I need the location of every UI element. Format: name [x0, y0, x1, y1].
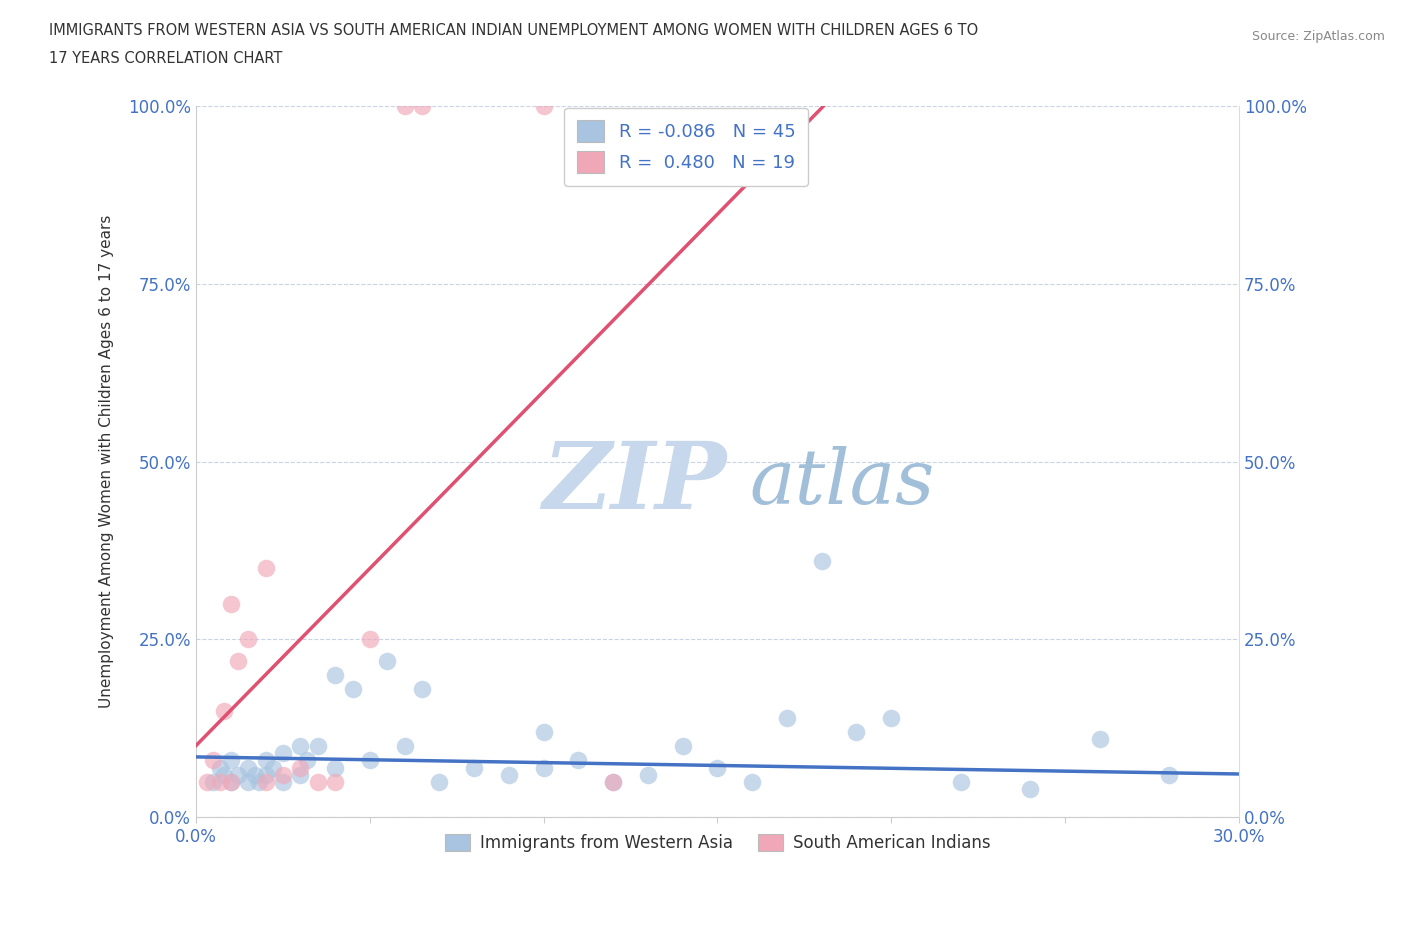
Point [254, 753, 277, 768]
Point [245, 767, 267, 782]
Point [297, 753, 319, 768]
Point [247, 775, 270, 790]
Text: IMMIGRANTS FROM WESTERN ASIA VS SOUTH AMERICAN INDIAN UNEMPLOYMENT AMONG WOMEN W: IMMIGRANTS FROM WESTERN ASIA VS SOUTH AM… [49, 23, 979, 38]
Point [880, 711, 903, 725]
Point [533, 99, 555, 113]
Point [262, 760, 284, 775]
Legend: Immigrants from Western Asia, South American Indians: Immigrants from Western Asia, South Amer… [437, 828, 997, 859]
Point [394, 738, 416, 753]
Point [810, 553, 832, 568]
Point [271, 767, 294, 782]
Text: atlas: atlas [749, 445, 935, 520]
Point [359, 632, 381, 647]
Point [307, 738, 329, 753]
Point [359, 753, 381, 768]
Point [254, 561, 277, 576]
Point [411, 682, 433, 697]
Point [290, 760, 312, 775]
Point [463, 760, 485, 775]
Point [212, 703, 235, 718]
Point [845, 724, 868, 739]
Point [1088, 732, 1111, 747]
Point [776, 711, 799, 725]
Point [672, 738, 695, 753]
Point [323, 760, 346, 775]
Point [394, 99, 416, 113]
Point [226, 654, 249, 669]
Point [271, 746, 294, 761]
Point [195, 775, 218, 790]
Text: 17 YEARS CORRELATION CHART: 17 YEARS CORRELATION CHART [49, 51, 283, 66]
Point [209, 775, 232, 790]
Point [238, 775, 260, 790]
Point [226, 767, 249, 782]
Text: ZIP: ZIP [541, 438, 725, 528]
Point [254, 767, 277, 782]
Point [219, 775, 242, 790]
Point [219, 753, 242, 768]
Point [323, 668, 346, 683]
Point [219, 596, 242, 611]
Point [202, 775, 225, 790]
Point [202, 753, 225, 768]
Point [209, 760, 232, 775]
Point [602, 775, 624, 790]
Point [1019, 781, 1042, 796]
Point [219, 775, 242, 790]
Text: Source: ZipAtlas.com: Source: ZipAtlas.com [1251, 30, 1385, 43]
Point [949, 775, 972, 790]
Point [741, 775, 763, 790]
Point [307, 775, 329, 790]
Point [254, 775, 277, 790]
Point [238, 632, 260, 647]
Point [290, 738, 312, 753]
Point [533, 760, 555, 775]
Point [238, 760, 260, 775]
Point [323, 775, 346, 790]
Point [271, 775, 294, 790]
Point [290, 767, 312, 782]
Point [498, 767, 520, 782]
Point [212, 767, 235, 782]
Point [411, 99, 433, 113]
Point [342, 682, 364, 697]
Point [567, 753, 589, 768]
Point [375, 654, 398, 669]
Point [637, 767, 659, 782]
Point [602, 775, 624, 790]
Point [706, 760, 728, 775]
Point [1159, 767, 1181, 782]
Y-axis label: Unemployment Among Women with Children Ages 6 to 17 years: Unemployment Among Women with Children A… [100, 215, 114, 709]
Point [533, 724, 555, 739]
Point [429, 775, 451, 790]
